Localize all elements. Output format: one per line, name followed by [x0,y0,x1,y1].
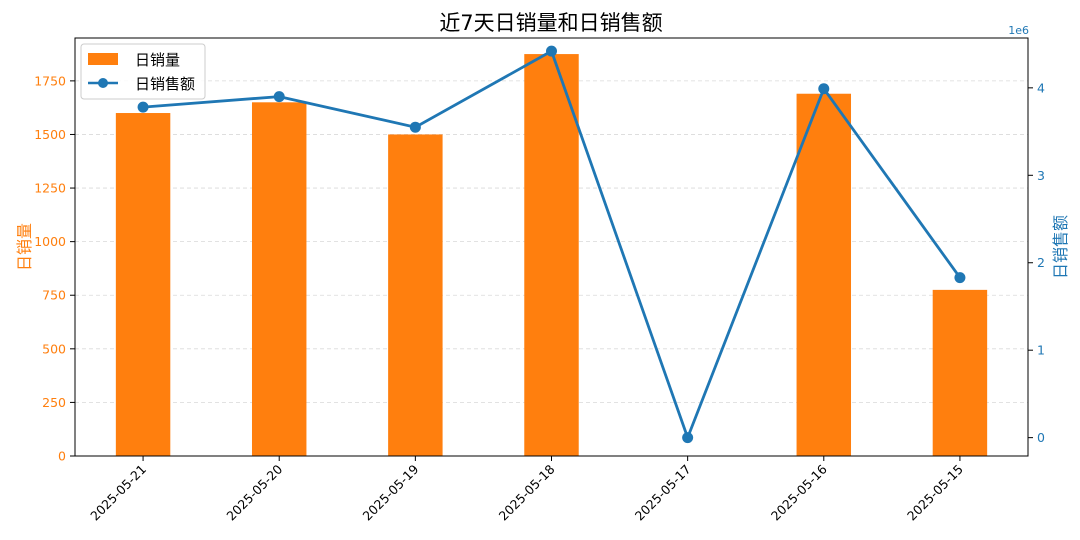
legend-label-bar: 日销量 [135,51,180,69]
right-tick-label: 1 [1037,343,1045,358]
right-tick-label: 4 [1037,80,1045,95]
bar-2025-05-16 [796,93,852,456]
line-point-2025-05-19 [409,121,421,133]
bar-2025-05-21 [115,113,171,457]
right-y-axis-label: 日销售额 [1051,215,1070,279]
legend-swatch-bar [88,53,118,65]
line-point-2025-05-20 [273,91,285,103]
x-axis: 2025-05-21 2025-05-20 2025-05-19 2025-05-18… [87,456,966,523]
left-tick-label: 750 [42,288,66,303]
right-tick-label: 2 [1037,255,1045,270]
x-tick-label: 2025-05-18 [496,461,558,523]
bar-2025-05-15 [932,289,988,456]
right-axis-offset-text: 1e6 [1008,24,1029,37]
x-tick-label: 2025-05-21 [87,462,149,524]
left-tick-label: 1000 [34,234,66,249]
line-point-2025-05-21 [137,101,149,113]
left-tick-label: 500 [42,341,66,356]
legend-swatch-marker [98,78,108,88]
left-tick-label: 250 [42,395,66,410]
line-point-2025-05-15 [954,272,966,284]
x-tick-label: 2025-05-19 [359,461,421,523]
left-tick-label: 1750 [34,73,66,88]
left-y-axis: 0 250 500 750 1000 1250 1500 1750 [34,73,75,464]
line-point-2025-05-16 [818,83,830,95]
x-tick-label: 2025-05-16 [768,461,830,523]
right-y-axis: 0 1 2 3 4 [1028,80,1045,445]
x-tick-label: 2025-05-20 [223,461,285,523]
chart-title: 近7天日销量和日销售额 [439,11,662,35]
right-tick-label: 3 [1037,168,1045,183]
left-tick-label: 0 [58,449,66,464]
x-tick-label: 2025-05-15 [904,462,966,524]
line-point-2025-05-17 [682,432,694,444]
bar-series [115,54,988,457]
right-tick-label: 0 [1037,430,1045,445]
left-tick-label: 1250 [34,181,66,196]
left-y-axis-label: 日销量 [15,223,34,271]
bar-2025-05-18 [524,54,579,456]
bar-2025-05-19 [388,134,443,456]
legend-label-line: 日销售额 [135,75,195,93]
line-point-2025-05-18 [546,45,557,57]
line-series [137,45,966,444]
left-tick-label: 1500 [34,127,66,142]
bar-2025-05-20 [251,102,307,457]
x-tick-label: 2025-05-17 [632,462,694,524]
legend: 日销量 日销售额 [80,43,206,100]
